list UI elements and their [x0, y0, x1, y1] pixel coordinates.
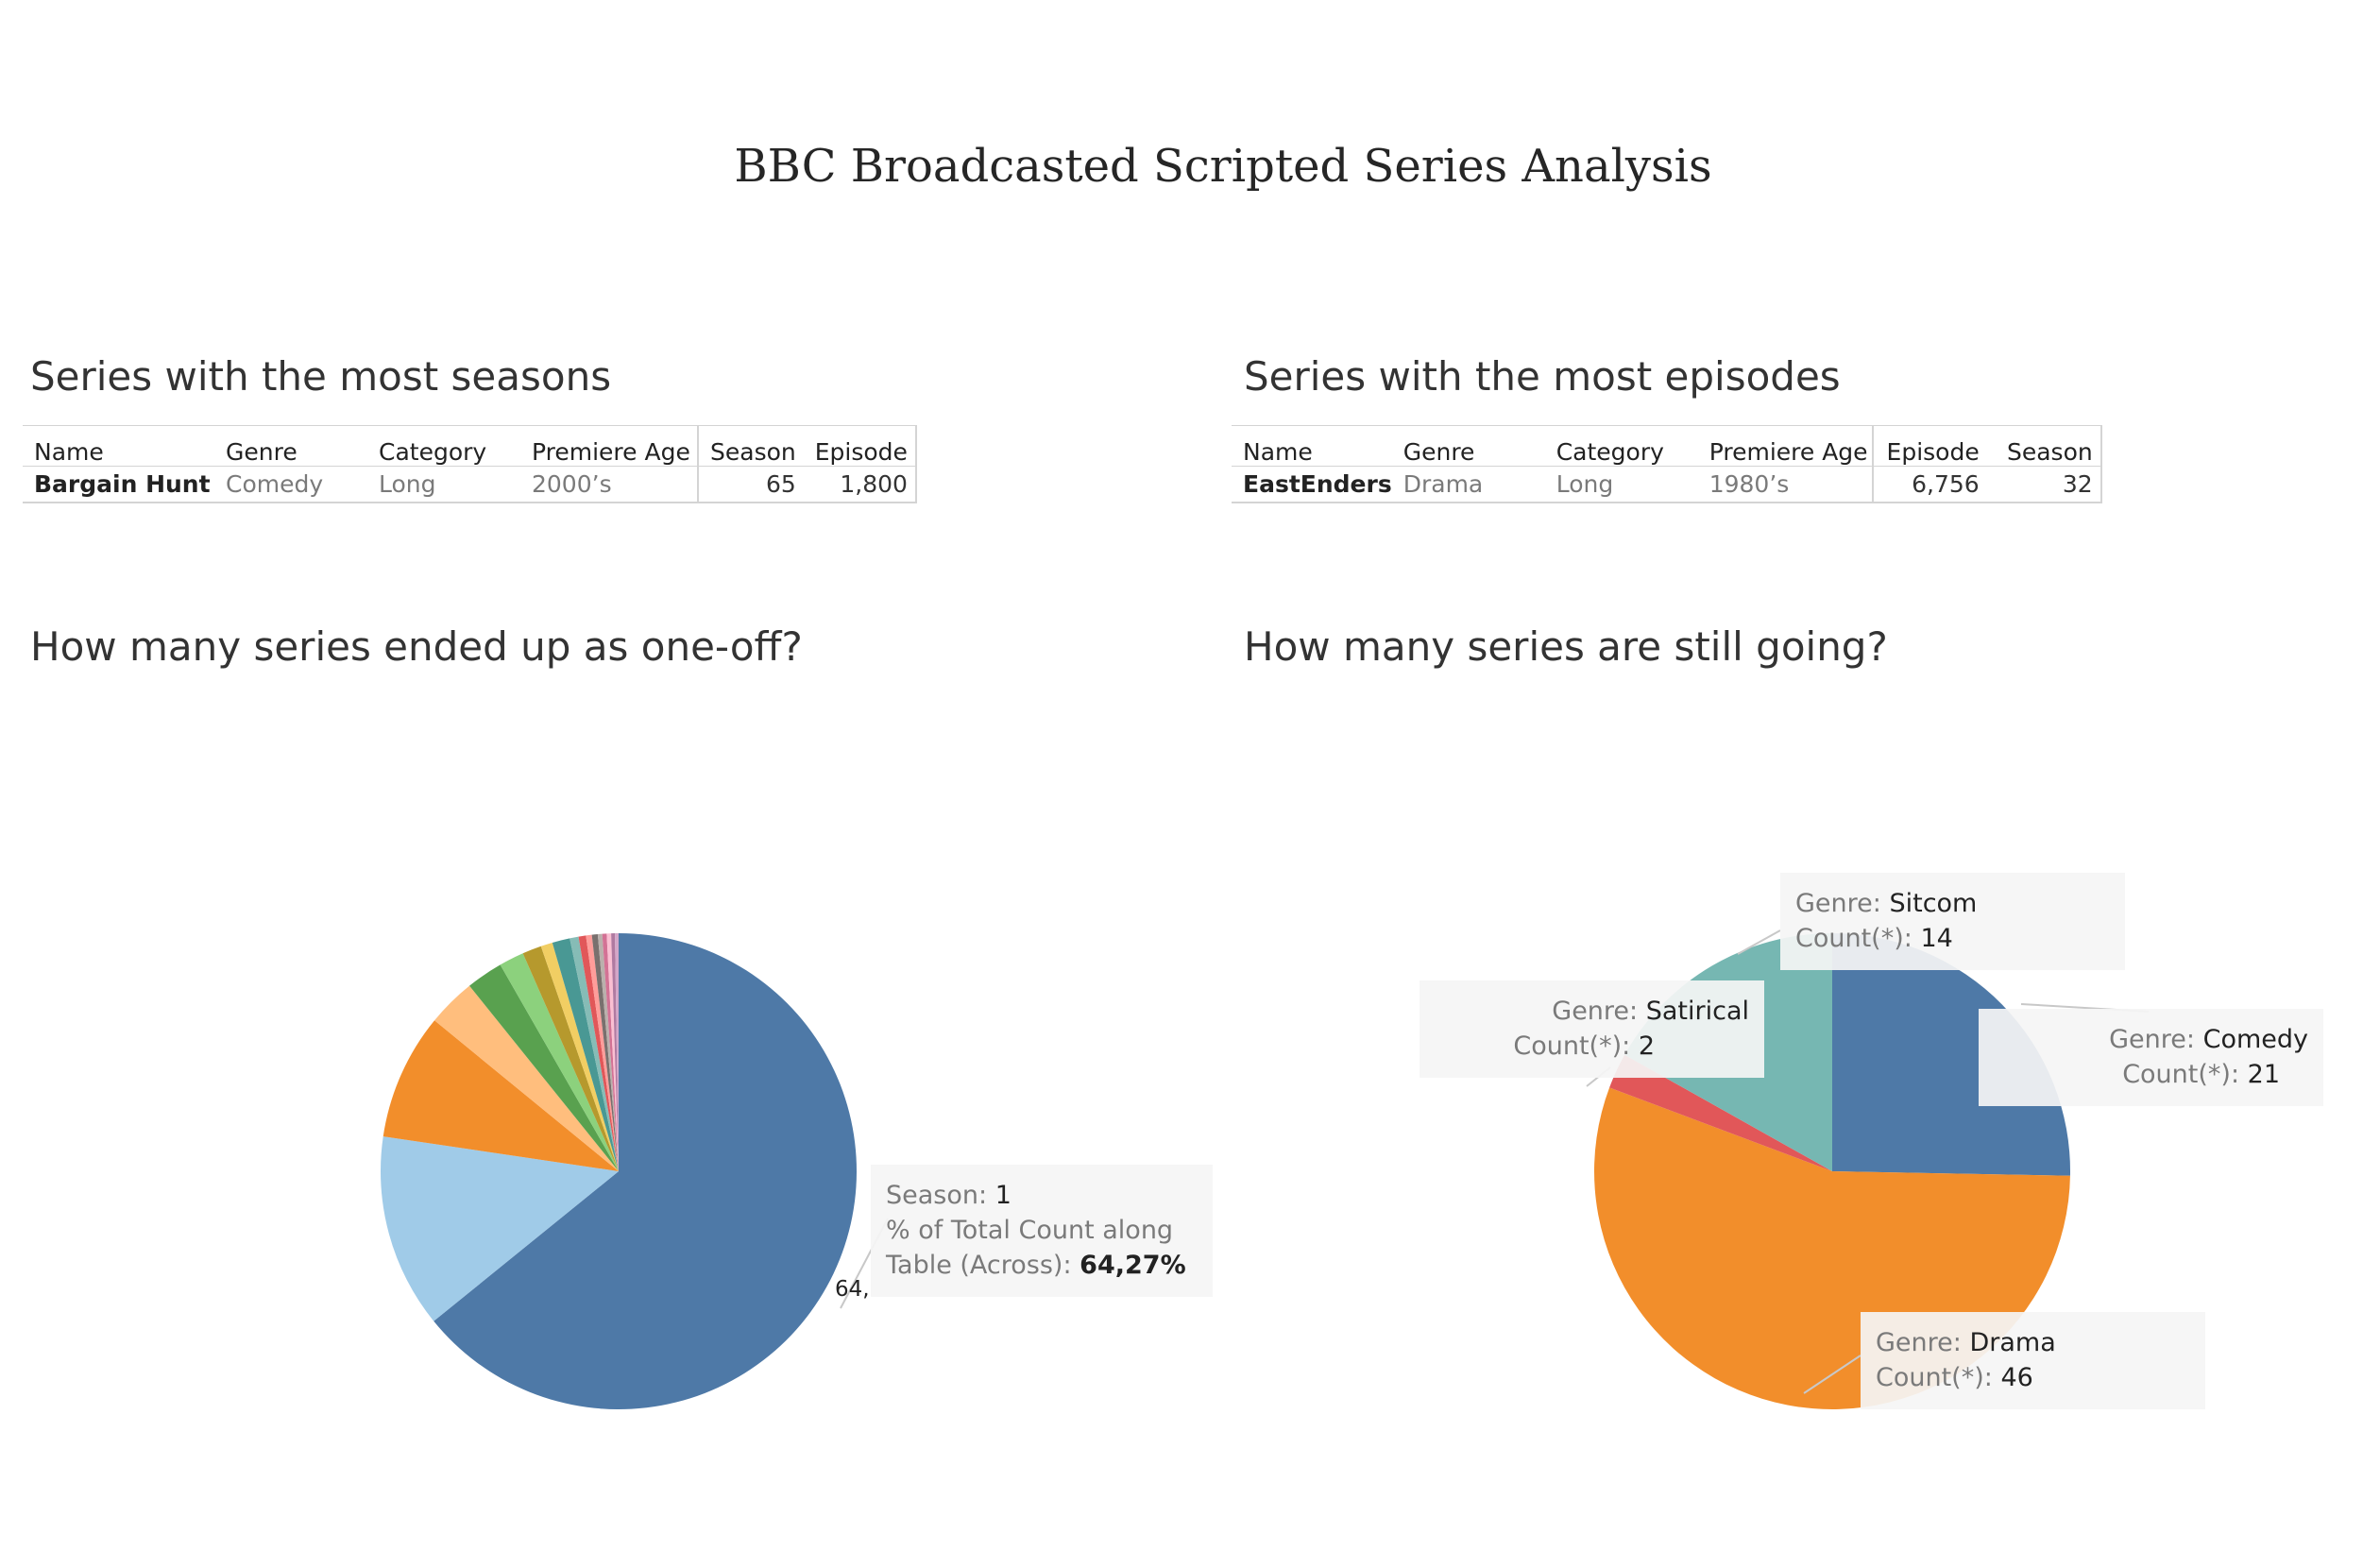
- col-header-episode[interactable]: Episode: [1871, 425, 1987, 467]
- col-header-category[interactable]: Category: [1544, 425, 1698, 467]
- table-row[interactable]: EastEnders Drama Long 1980’s 6,756 32: [1232, 466, 2102, 503]
- tooltip-season-1: Season: 1 % of Total Count along Table (…: [871, 1165, 1213, 1297]
- tooltip-count-label: Count(*):: [1876, 1363, 1993, 1392]
- tooltip-count-value: 46: [2000, 1363, 2033, 1392]
- going-section-title: How many series are still going?: [1244, 623, 1888, 670]
- col-header-genre[interactable]: Genre: [1391, 425, 1545, 467]
- oneoff-pie-slice-11[interactable]: [586, 934, 619, 1171]
- episodes-section-title: Series with the most episodes: [1244, 353, 1841, 400]
- oneoff-pie-slice-1[interactable]: [381, 1136, 619, 1321]
- col-header-episode[interactable]: Episode: [803, 425, 917, 467]
- tooltip-genre-value: Sitcom: [1889, 889, 1978, 918]
- dashboard-title: BBC Broadcasted Scripted Series Analysis: [734, 140, 1712, 193]
- cell-genre: Comedy: [214, 466, 367, 503]
- oneoff-pie-chart: [381, 933, 857, 1410]
- cell-name: EastEnders: [1232, 466, 1392, 503]
- tooltip-genre-value: Comedy: [2202, 1025, 2308, 1054]
- oneoff-pie-slice-3[interactable]: [434, 985, 619, 1171]
- oneoff-section-title: How many series ended up as one-off?: [30, 623, 803, 670]
- oneoff-pie-slice-16[interactable]: [611, 933, 619, 1171]
- oneoff-pie-slice-13[interactable]: [597, 933, 619, 1171]
- oneoff-pie-slice-6[interactable]: [522, 946, 619, 1171]
- tooltip-season-value: 1: [994, 1181, 1012, 1210]
- tooltip-count-value: 14: [1920, 924, 1953, 953]
- oneoff-pie-slice-2[interactable]: [382, 1020, 619, 1171]
- seasons-table: Name Genre Category Premiere Age Season …: [23, 425, 917, 503]
- cell-category: Long: [367, 466, 520, 503]
- oneoff-pie-slice-1[interactable]: [434, 933, 857, 1410]
- cell-episode: 6,756: [1871, 466, 1987, 503]
- oneoff-pie-slice-5[interactable]: [500, 953, 619, 1171]
- tooltip-count-label: Count(*):: [2122, 1060, 2240, 1089]
- tooltip-genre-label: Genre:: [2109, 1025, 2195, 1054]
- seasons-section-title: Series with the most seasons: [30, 353, 612, 400]
- col-header-name[interactable]: Name: [23, 425, 214, 467]
- tooltip-season-label: Season:: [886, 1181, 988, 1210]
- oneoff-pie-slice-14[interactable]: [602, 933, 619, 1171]
- tooltip-genre-value: Drama: [1969, 1328, 2056, 1357]
- table-row[interactable]: Bargain Hunt Comedy Long 2000’s 65 1,800: [23, 466, 917, 503]
- leader-line-sitcom: [1737, 929, 1781, 955]
- oneoff-pie-slice-15[interactable]: [606, 933, 619, 1171]
- col-header-name[interactable]: Name: [1232, 425, 1392, 467]
- tooltip-pct-label-line2: Table (Across):: [886, 1251, 1072, 1280]
- cell-season: 65: [697, 466, 804, 503]
- cell-name: Bargain Hunt: [23, 466, 214, 503]
- tooltip-count-label: Count(*):: [1513, 1031, 1631, 1061]
- partial-pct-label: 64,: [835, 1277, 870, 1302]
- cell-premiere-age: 2000’s: [520, 466, 698, 503]
- oneoff-pie-slice-8[interactable]: [552, 938, 619, 1171]
- tooltip-drama: Genre: Drama Count(*): 46: [1861, 1312, 2205, 1409]
- tooltip-pct-label-line1: % of Total Count along: [886, 1216, 1174, 1245]
- tooltip-count-label: Count(*):: [1795, 924, 1912, 953]
- tooltip-satirical: Genre: Satirical Count(*): 2: [1420, 980, 1764, 1078]
- oneoff-pie-slice-17[interactable]: [615, 933, 619, 1171]
- oneoff-pie-slice-12[interactable]: [591, 933, 619, 1171]
- still-going-pie-slice-satirical[interactable]: [1609, 1054, 1832, 1171]
- oneoff-pie-slice-10[interactable]: [578, 935, 619, 1171]
- oneoff-pie-slice-4[interactable]: [469, 964, 619, 1171]
- tooltip-genre-label: Genre:: [1795, 889, 1881, 918]
- leader-line-drama: [1803, 1355, 1862, 1394]
- col-header-category[interactable]: Category: [367, 425, 520, 467]
- col-header-premiere-age[interactable]: Premiere Age: [520, 425, 698, 467]
- cell-premiere-age: 1980’s: [1697, 466, 1873, 503]
- cell-season: 32: [1986, 466, 2102, 503]
- tooltip-pct-value: 64,27%: [1080, 1251, 1186, 1280]
- episodes-table: Name Genre Category Premiere Age Episode…: [1232, 425, 2102, 503]
- tooltip-genre-label: Genre:: [1552, 997, 1639, 1026]
- cell-genre: Drama: [1391, 466, 1545, 503]
- tooltip-count-value: 2: [1638, 1031, 1655, 1061]
- oneoff-pie-slice-9[interactable]: [570, 936, 619, 1171]
- col-header-season[interactable]: Season: [697, 425, 804, 467]
- cell-episode: 1,800: [803, 466, 917, 503]
- still-going-pie-slice-comedy[interactable]: [1832, 933, 2070, 1176]
- oneoff-pie-slice-7[interactable]: [540, 942, 619, 1171]
- tooltip-genre-value: Satirical: [1645, 997, 1749, 1026]
- tooltip-genre-label: Genre:: [1876, 1328, 1962, 1357]
- col-header-season[interactable]: Season: [1986, 425, 2102, 467]
- cell-category: Long: [1544, 466, 1698, 503]
- tooltip-sitcom: Genre: Sitcom Count(*): 14: [1780, 873, 2125, 970]
- tooltip-count-value: 21: [2247, 1060, 2280, 1089]
- col-header-premiere-age[interactable]: Premiere Age: [1697, 425, 1873, 467]
- col-header-genre[interactable]: Genre: [214, 425, 367, 467]
- tooltip-comedy: Genre: Comedy Count(*): 21: [1979, 1009, 2323, 1106]
